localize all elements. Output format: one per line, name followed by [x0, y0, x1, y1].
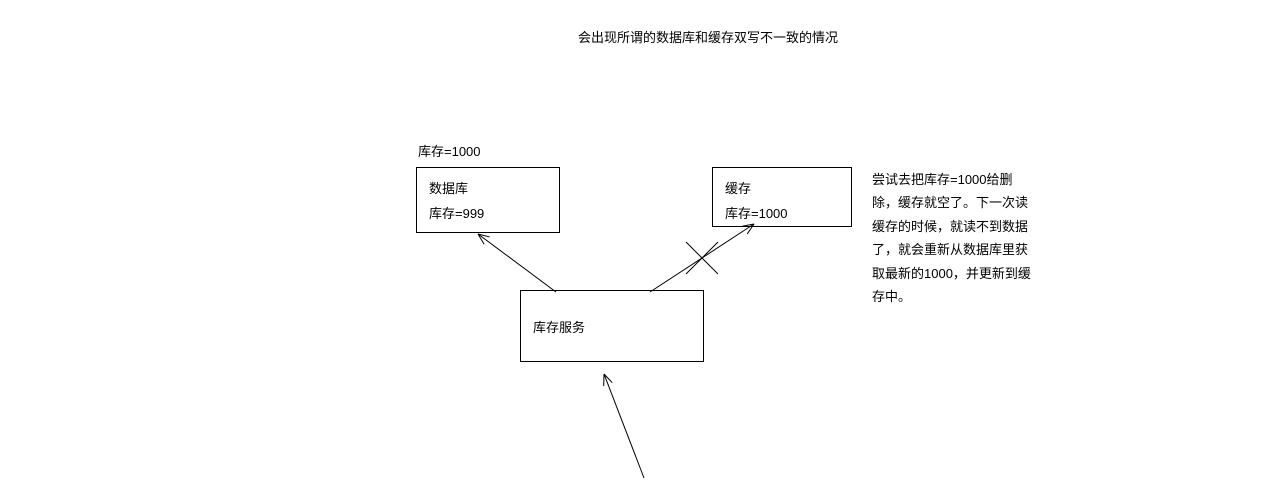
diagram-title: 会出现所谓的数据库和缓存双写不一致的情况: [578, 27, 838, 46]
description-text: 尝试去把库存=1000给删除，缓存就空了。下一次读缓存的时候，就读不到数据了，就…: [872, 168, 1037, 308]
database-node: 数据库 库存=999: [416, 167, 560, 233]
arrow-incoming-to-service: [604, 374, 644, 478]
cross-mark-icon: [686, 242, 718, 274]
database-node-value: 库存=999: [429, 203, 547, 222]
cache-node-value: 库存=1000: [725, 203, 839, 222]
cross-mark-icon: [686, 242, 718, 274]
cache-node: 缓存 库存=1000: [712, 167, 852, 227]
cache-node-title: 缓存: [725, 178, 839, 197]
arrow-service-to-db: [478, 234, 556, 292]
top-stock-label: 库存=1000: [418, 141, 481, 160]
arrows-layer: [0, 0, 1274, 500]
service-node: 库存服务: [520, 290, 704, 362]
service-node-title: 库存服务: [533, 317, 585, 336]
database-node-title: 数据库: [429, 178, 547, 197]
arrow-service-to-cache: [650, 224, 754, 292]
